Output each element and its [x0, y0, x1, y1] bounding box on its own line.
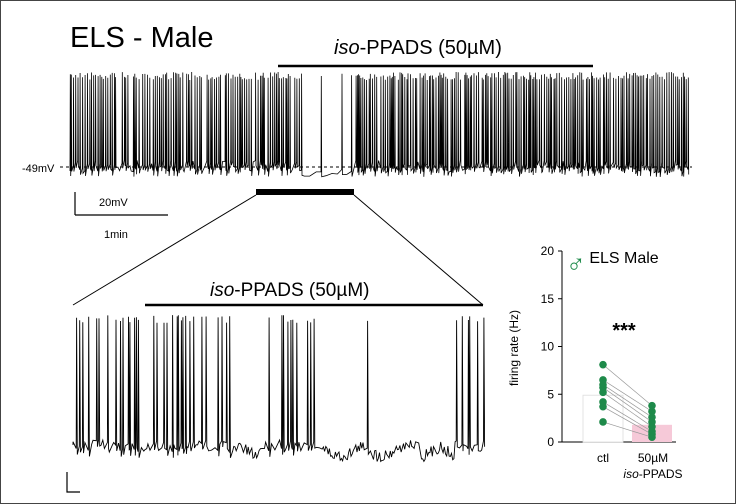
- data-point-iso-ppads: [648, 433, 656, 442]
- expanded-trace-path: [72, 315, 486, 463]
- drug-label-expanded-italic: iso: [210, 280, 234, 301]
- baseline-label: -49mV: [22, 163, 55, 175]
- drug-label-top-italic: iso: [334, 37, 360, 59]
- overview-trace-path: [69, 71, 690, 178]
- data-point-iso-ppads: [648, 407, 656, 416]
- expanded-segment-marker: [256, 189, 354, 195]
- paired-line: [602, 406, 653, 435]
- drug-label-expanded-rest: -PPADS (50µM): [234, 280, 369, 301]
- category-sublabel-rest: -PPADS: [639, 467, 683, 481]
- data-point-ctl: [599, 388, 607, 397]
- paired-line: [602, 421, 653, 438]
- category-label-ctl: ctl: [597, 451, 609, 465]
- barchart-title: ELS Male: [589, 250, 658, 267]
- expanded-scale-bar: [66, 472, 80, 493]
- voltage-scale-label: 20mV: [99, 197, 128, 209]
- paired-line: [602, 387, 653, 423]
- y-tick-label: 15: [541, 292, 555, 306]
- category-sublabel-drug: iso-PPADS: [623, 467, 682, 481]
- data-point-ctl: [599, 418, 607, 426]
- paired-line: [602, 364, 653, 406]
- drug-label-expanded: iso-PPADS (50µM): [210, 280, 369, 301]
- data-point-ctl: [599, 360, 607, 369]
- category-sublabel-italic: iso: [623, 467, 639, 481]
- barchart-ylabel: firing rate (Hz): [507, 310, 521, 386]
- data-point-iso-ppads: [648, 401, 656, 410]
- y-tick-label: 20: [541, 244, 555, 258]
- data-point-ctl: [599, 402, 607, 411]
- overview-trace: [69, 71, 690, 178]
- drug-label-top-rest: -PPADS (50µM): [360, 37, 502, 59]
- paired-line: [602, 384, 653, 418]
- male-symbol-icon: ♂: [566, 248, 586, 278]
- time-scale-label: 1min: [104, 229, 128, 241]
- zoom-line-left: [72, 194, 257, 306]
- drug-label-top: iso-PPADS (50µM): [334, 37, 502, 59]
- category-label-drug: 50µM: [638, 451, 668, 465]
- expanded-trace: [72, 315, 486, 463]
- paired-line: [602, 401, 653, 432]
- significance-marker: ***: [612, 320, 636, 342]
- y-tick-label: 0: [547, 435, 554, 449]
- zoom-line-right: [353, 194, 484, 306]
- figure-title: ELS - Male: [70, 22, 213, 54]
- barchart-plot: 0 5 10 15 20: [541, 244, 676, 449]
- y-tick-label: 10: [541, 340, 555, 354]
- paired-line: [602, 392, 653, 428]
- paired-line: [602, 379, 653, 412]
- y-tick-label: 5: [547, 387, 554, 401]
